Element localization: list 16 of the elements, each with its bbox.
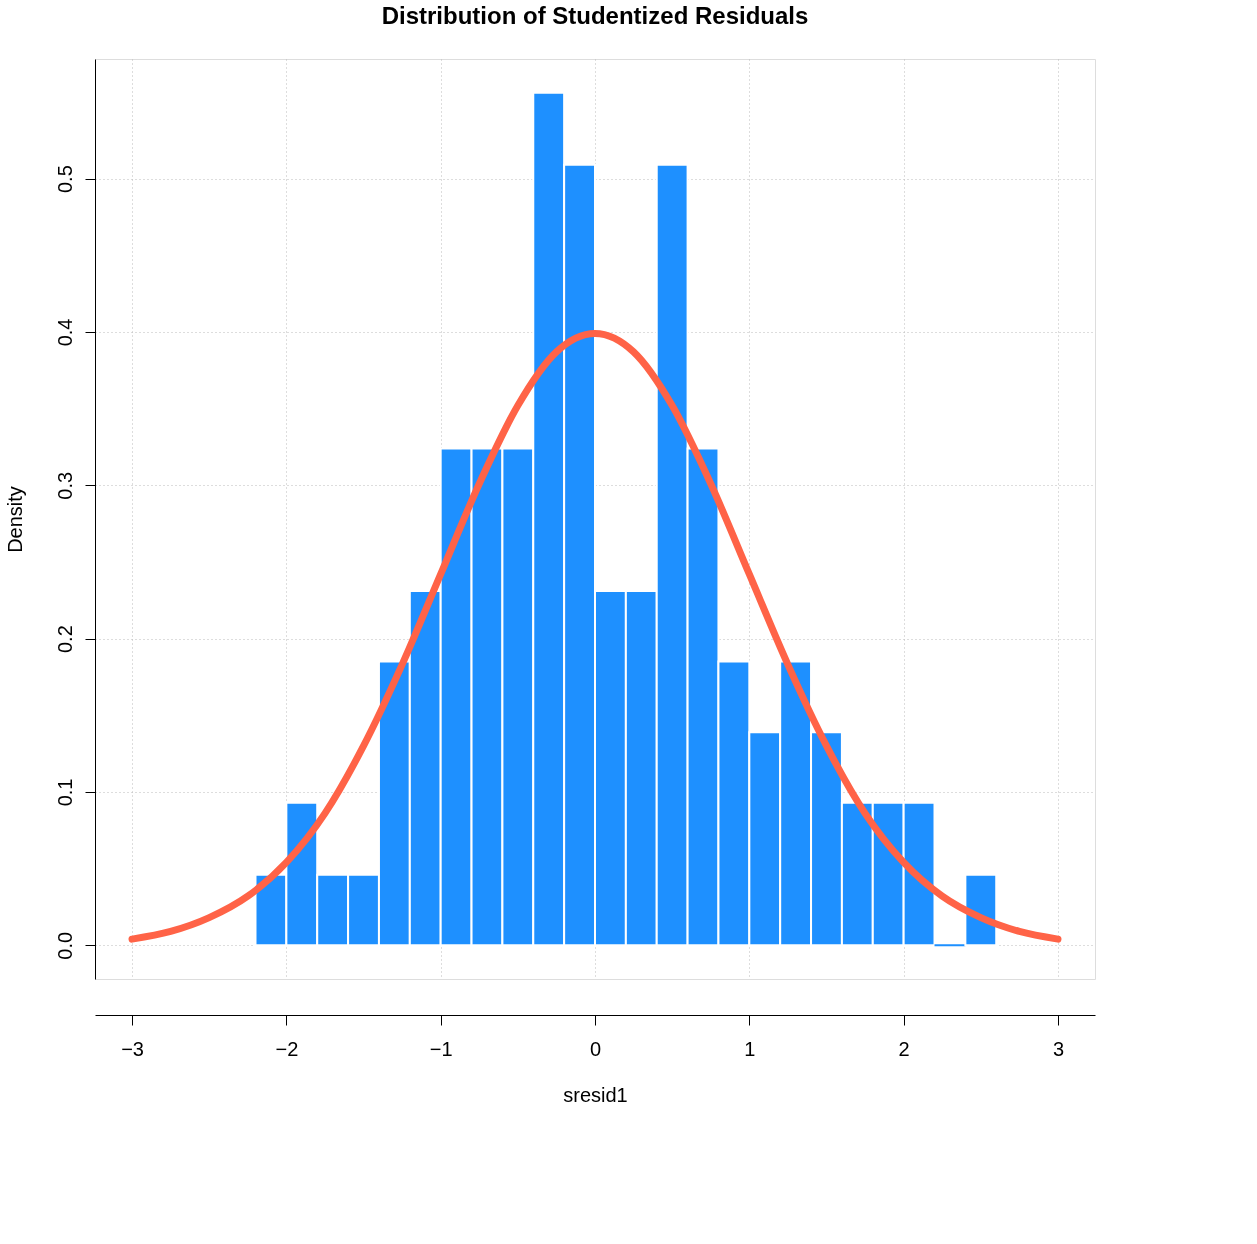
chart-title: Distribution of Studentized Residuals	[381, 2, 809, 29]
x-tick-label: −2	[275, 1037, 299, 1060]
x-tick-label: 0	[589, 1037, 602, 1060]
x-tick-label: 2	[898, 1037, 910, 1060]
x-tick-label: −1	[429, 1037, 453, 1060]
y-tick-label: 0.4	[53, 318, 76, 347]
x-tick-label: 3	[1052, 1037, 1065, 1060]
y-tick-label: 0.0	[53, 931, 76, 960]
x-tick-label: −3	[121, 1037, 144, 1060]
x-axis-title: sresid1	[563, 1083, 628, 1106]
y-tick-label: 0.2	[53, 625, 76, 654]
y-tick-label: 0.1	[53, 778, 76, 807]
y-axis-title: Density	[3, 486, 26, 553]
y-tick-label: 0.3	[53, 471, 76, 500]
y-tick-label: 0.5	[53, 165, 76, 194]
x-tick-label: 1	[744, 1037, 756, 1060]
